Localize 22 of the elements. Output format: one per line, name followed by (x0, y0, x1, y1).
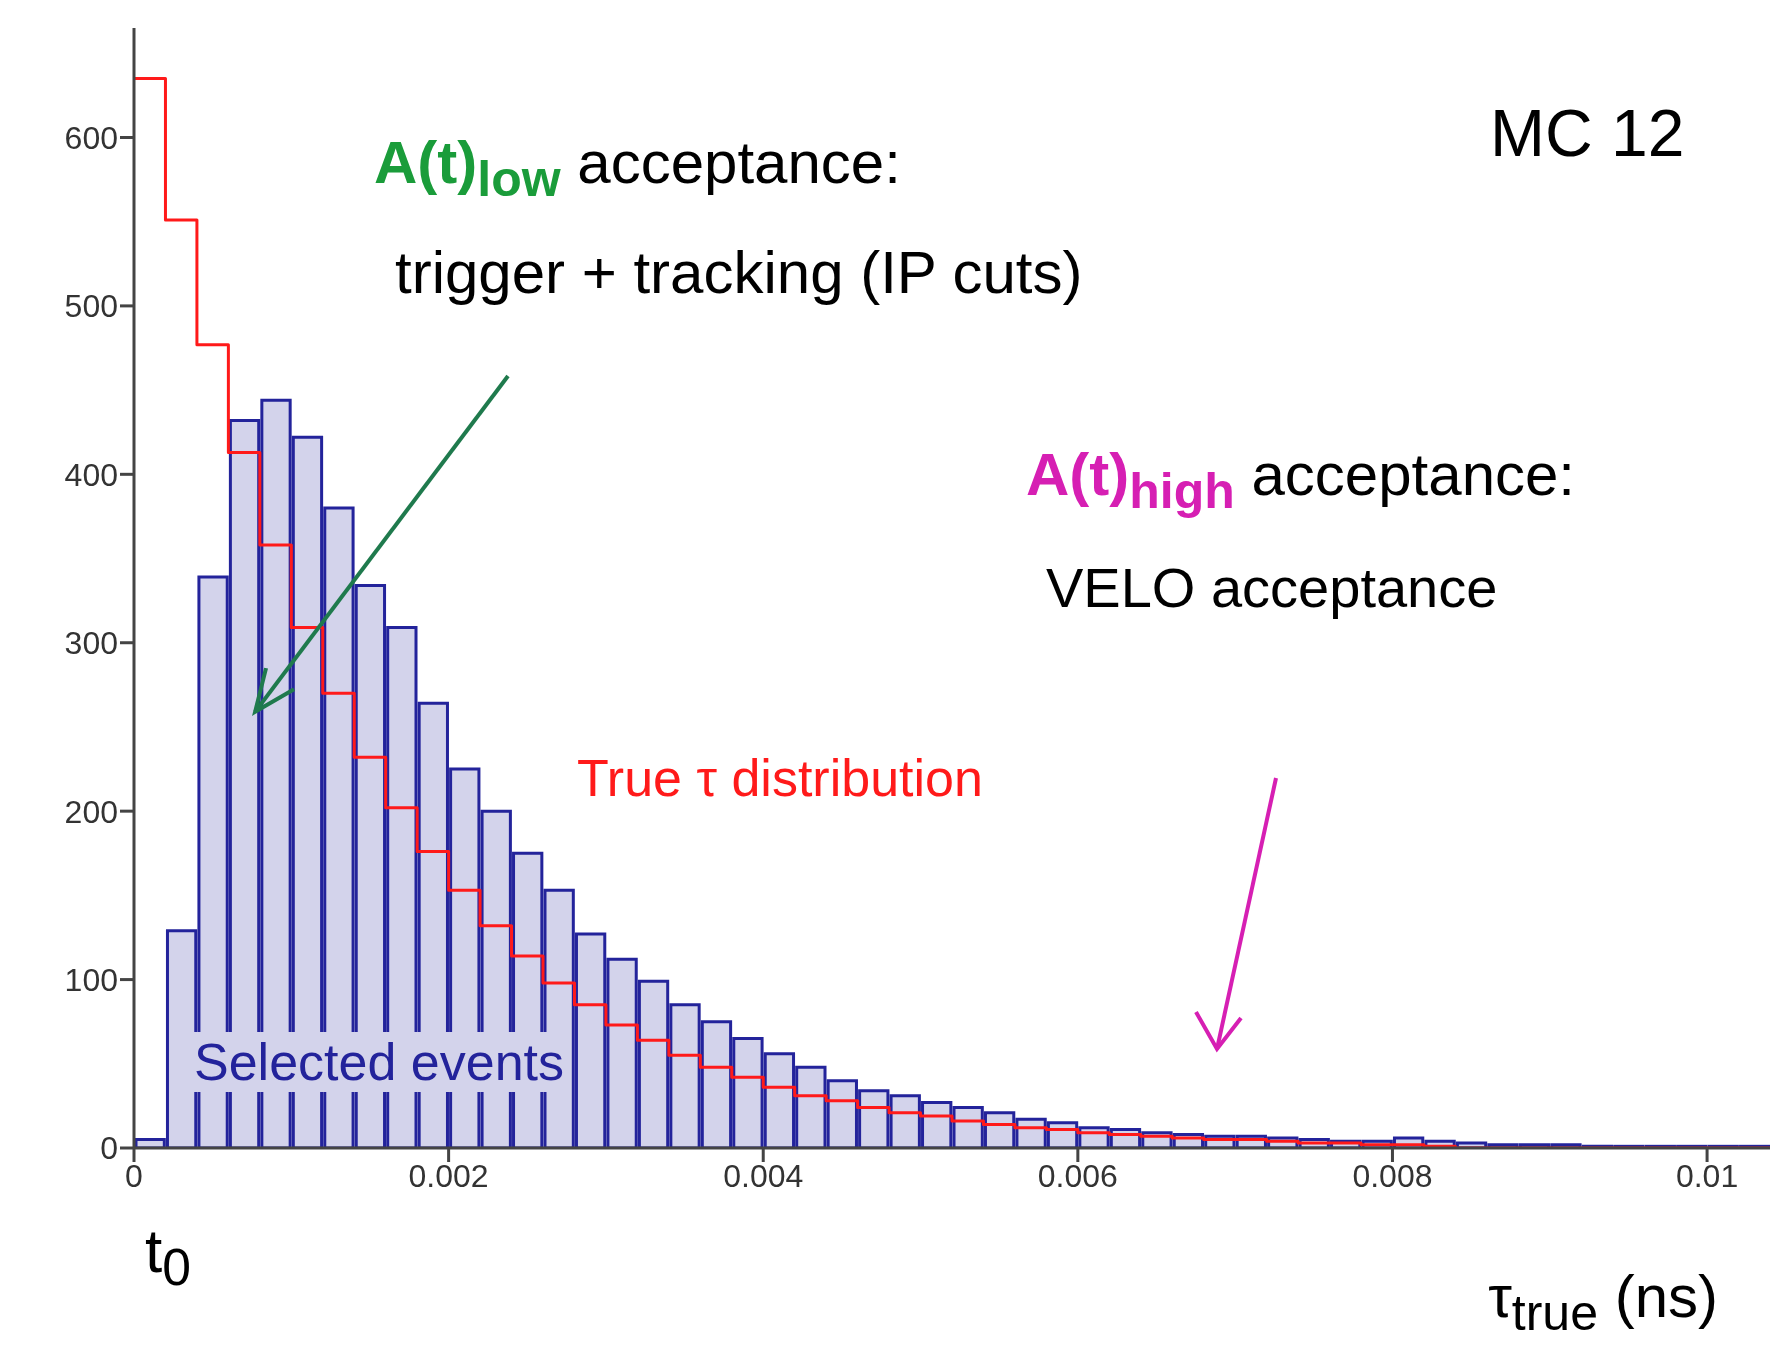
y-tick-label: 0 (100, 1130, 118, 1167)
annotation: MC 12 (1490, 95, 1685, 171)
x-tick-label: 0.004 (723, 1157, 804, 1194)
x-tick-label: 0.01 (1675, 1157, 1739, 1194)
x-tick-label: 0 (125, 1157, 143, 1194)
y-tick-label: 300 (64, 625, 118, 662)
x-axis-title: τ$_{true}$ (ns) (1488, 1262, 1718, 1342)
annotation: trigger + tracking (IP cuts) (395, 238, 1083, 307)
y-tick-label: 400 (64, 456, 118, 493)
annotation: A(t)$_{high}$ acceptance: (1026, 441, 1576, 519)
annotation: A(t)$_{low}$ acceptance: (374, 129, 901, 207)
y-tick-label: 600 (64, 119, 118, 156)
y-tick-label: 100 (64, 961, 118, 998)
text: t$_{0}$ (145, 1215, 191, 1298)
x-tick-label: 0.008 (1352, 1157, 1433, 1194)
x-tick-label: 0.006 (1037, 1157, 1118, 1194)
y-tick-label: 500 (64, 288, 118, 325)
text: True τ distribution (576, 748, 984, 808)
series-label: Selected events (190, 1032, 569, 1092)
x-tick-label: 0.002 (408, 1157, 489, 1194)
y-tick-label: 200 (64, 793, 118, 830)
annotation: VELO acceptance (1046, 555, 1498, 620)
